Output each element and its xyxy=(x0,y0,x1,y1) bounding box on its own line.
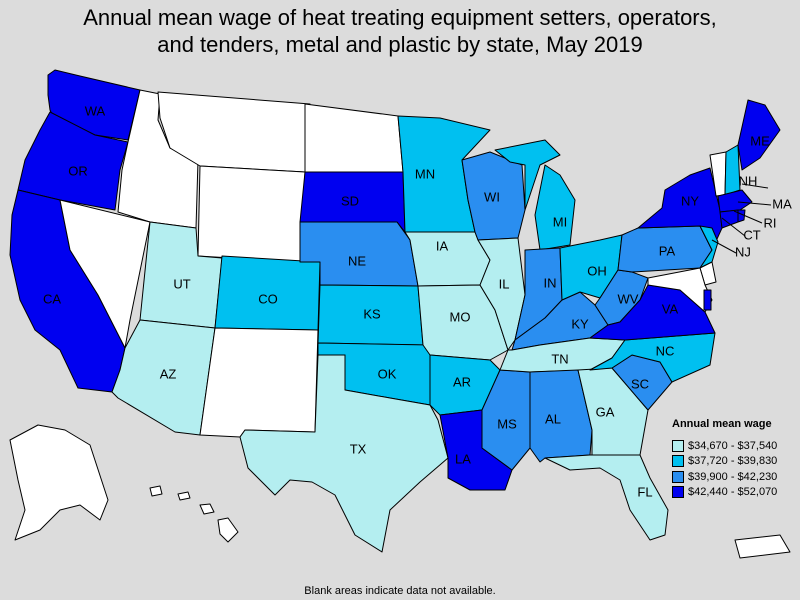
state-label-ar: AR xyxy=(453,374,471,389)
legend-item: $39,900 - $42,230 xyxy=(672,469,800,485)
state-label-me: ME xyxy=(750,133,770,148)
state-label-ny: NY xyxy=(681,193,699,208)
state-label-ut: UT xyxy=(173,276,190,291)
state-label-nc: NC xyxy=(656,343,675,358)
state-label-ok: OK xyxy=(378,366,397,381)
state-label-sd: SD xyxy=(341,193,359,208)
legend-label: $39,900 - $42,230 xyxy=(688,470,778,483)
map-title-line-1: Annual mean wage of heat treating equipm… xyxy=(83,5,717,30)
state-label-ct: CT xyxy=(743,227,760,242)
state-label-co: CO xyxy=(258,291,278,306)
state-label-fl: FL xyxy=(637,484,652,499)
legend-label: $34,670 - $37,540 xyxy=(688,439,778,452)
state-label-al: AL xyxy=(545,411,561,426)
state-ma xyxy=(717,189,753,213)
state-label-ks: KS xyxy=(363,306,381,321)
leader-lines xyxy=(711,183,772,254)
state-label-va: VA xyxy=(662,301,679,316)
state-label-in: IN xyxy=(544,275,557,290)
state-label-mi: MI xyxy=(553,214,567,229)
state-label-oh: OH xyxy=(587,263,607,278)
state-label-ia: IA xyxy=(436,238,449,253)
state-tx xyxy=(239,354,449,553)
state-hi xyxy=(149,485,239,543)
state-dc xyxy=(703,289,712,311)
state-label-ca: CA xyxy=(43,291,61,306)
state-nc xyxy=(589,332,716,383)
legend-swatch xyxy=(672,470,684,483)
state-label-ma: MA xyxy=(772,196,792,211)
state-label-il: IL xyxy=(499,276,510,291)
legend-swatch xyxy=(672,455,684,468)
state-ri xyxy=(737,209,746,223)
state-ct xyxy=(719,209,739,229)
legend-title: Annual mean wage xyxy=(672,418,772,430)
state-wy xyxy=(197,165,306,263)
state-pr xyxy=(734,534,791,559)
state-or xyxy=(17,111,129,211)
state-me xyxy=(737,99,781,171)
legend: Annual mean wage $34,670 - $37,540 $37,7… xyxy=(672,418,800,500)
map-title: Annual mean wage of heat treating equipm… xyxy=(0,4,800,58)
state-label-pa: PA xyxy=(659,243,676,258)
state-label-nj: NJ xyxy=(735,244,751,259)
legend-swatch xyxy=(672,439,684,452)
state-ak xyxy=(9,424,109,541)
legend-item: $37,720 - $39,830 xyxy=(672,454,800,470)
state-label-wa: WA xyxy=(85,103,106,118)
state-label-ri: RI xyxy=(764,215,777,230)
state-label-sc: SC xyxy=(631,376,649,391)
legend-label: $42,440 - $52,070 xyxy=(688,486,778,499)
state-label-ga: GA xyxy=(596,404,615,419)
state-label-ky: KY xyxy=(571,316,589,331)
state-nm xyxy=(199,327,319,438)
legend-item: $34,670 - $37,540 xyxy=(672,438,800,454)
state-mi xyxy=(494,139,576,251)
state-label-ne: NE xyxy=(348,253,366,268)
state-label-or: OR xyxy=(68,163,88,178)
state-label-ms: MS xyxy=(497,416,517,431)
state-nd xyxy=(304,103,404,173)
state-label-wv: WV xyxy=(618,291,639,306)
state-label-mo: MO xyxy=(450,309,471,324)
legend-swatch xyxy=(672,486,684,499)
map-title-line-2: and tenders, metal and plastic by state,… xyxy=(157,32,643,57)
state-label-tn: TN xyxy=(551,351,568,366)
state-label-wi: WI xyxy=(484,189,500,204)
state-label-tx: TX xyxy=(350,441,367,456)
footnote: Blank areas indicate data not available. xyxy=(304,585,496,597)
legend-item: $42,440 - $52,070 xyxy=(672,485,800,501)
state-label-az: AZ xyxy=(160,366,177,381)
legend-label: $37,720 - $39,830 xyxy=(688,455,778,468)
state-fl xyxy=(544,454,669,541)
state-label-mn: MN xyxy=(415,166,435,181)
state-label-la: LA xyxy=(455,451,471,466)
